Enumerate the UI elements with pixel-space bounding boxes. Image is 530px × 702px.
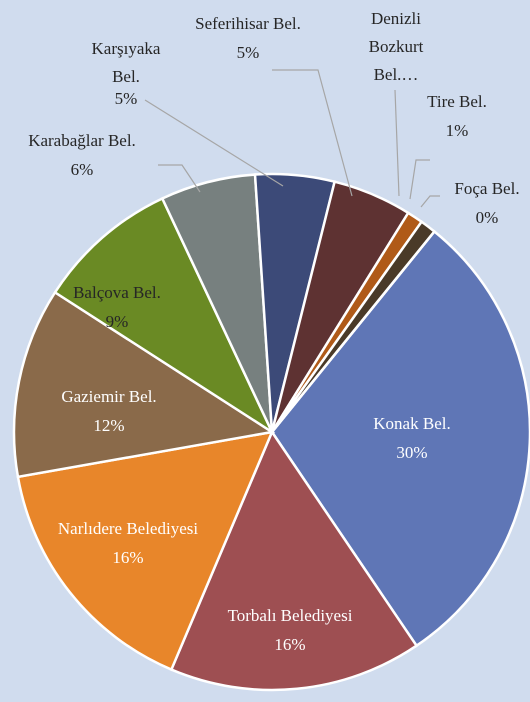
labels: Konak Bel. 30% Torbalı Belediyesi 16% Narlıd… <box>28 9 519 654</box>
leader-line <box>394 89 400 197</box>
slices <box>12 172 530 692</box>
label-line: Bel.… <box>374 65 419 84</box>
pie-slice <box>16 430 275 672</box>
value-label: 6% <box>71 160 94 179</box>
label-line: Bozkurt <box>369 37 424 56</box>
leader-line <box>409 159 430 200</box>
value-label: 1% <box>446 121 469 140</box>
category-label: Gaziemir Bel. <box>61 387 156 406</box>
category-label: Torbalı Belediyesi <box>228 606 353 625</box>
value-label: 9% <box>106 312 129 331</box>
leader-line <box>272 69 353 197</box>
pie-slice <box>270 220 437 433</box>
pie-slice <box>12 290 276 479</box>
pie-slice <box>169 429 419 692</box>
label-line: Karşıyaka <box>92 39 161 58</box>
category-label: Karabağlar Bel. <box>28 131 136 150</box>
leader-line <box>420 195 440 208</box>
value-label: 16% <box>274 635 305 654</box>
category-label: Balçova Bel. <box>73 283 161 302</box>
leader-line <box>158 164 201 193</box>
value-label: 0% <box>476 208 499 227</box>
leader-line <box>144 99 284 187</box>
category-label: Konak Bel. <box>373 414 450 433</box>
value-label: 12% <box>93 416 124 435</box>
label-line: Denizli <box>371 9 421 28</box>
pie-slice <box>53 196 275 436</box>
category-label: Narlıdere Belediyesi <box>58 519 198 538</box>
value-label: 5% <box>237 43 260 62</box>
label-line: Bel. <box>112 67 140 86</box>
value-label: 16% <box>112 548 143 567</box>
category-label: Seferihisar Bel. <box>195 14 301 33</box>
category-label: Foça Bel. <box>454 179 519 198</box>
category-label: Tire Bel. <box>427 92 487 111</box>
value-label: 5% <box>115 89 138 108</box>
category-label: Karşıyaka Bel. <box>92 39 161 86</box>
value-label: 30% <box>396 443 427 462</box>
category-label: Denizli Bozkurt Bel.… <box>369 9 424 84</box>
